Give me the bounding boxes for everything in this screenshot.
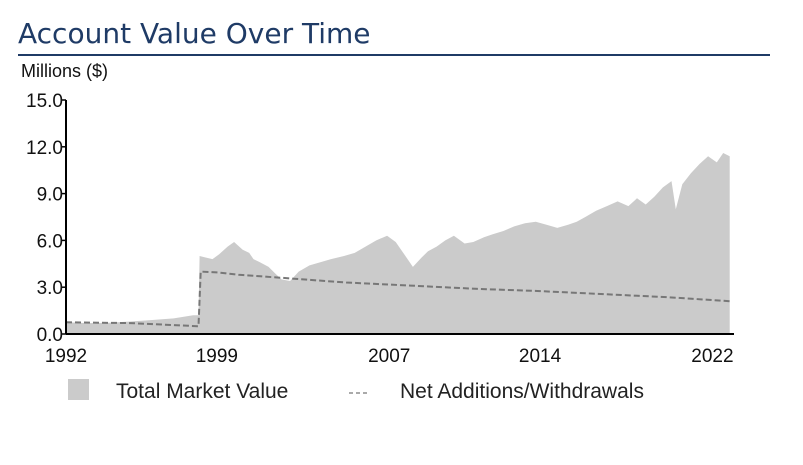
series-total-market-value-area (66, 153, 730, 334)
x-tick-label: 2007 (368, 346, 410, 367)
y-tick-label: 6.0 (37, 231, 63, 252)
x-tick-label: 2022 (691, 346, 733, 367)
series-net-additions-line (65, 270, 730, 328)
title-underline (18, 54, 770, 56)
legend-label-net-additions: Net Additions/Withdrawals (400, 380, 644, 403)
chart-title: Account Value Over Time (18, 17, 371, 50)
y-tick-label: 12.0 (26, 138, 63, 159)
y-tick-label: 3.0 (37, 278, 63, 299)
x-tick-label: 1999 (196, 346, 238, 367)
y-tick-label: 0.0 (37, 325, 63, 346)
x-tick-label: 2014 (519, 346, 562, 367)
legend-label-total-market-value: Total Market Value (116, 380, 288, 403)
legend-swatch-total-market-value (68, 379, 89, 400)
y-tick-label: 9.0 (37, 185, 63, 206)
x-tick-label: 1992 (45, 346, 87, 367)
y-axis-label: Millions ($) (21, 61, 108, 81)
y-tick-label: 15.0 (26, 91, 63, 112)
